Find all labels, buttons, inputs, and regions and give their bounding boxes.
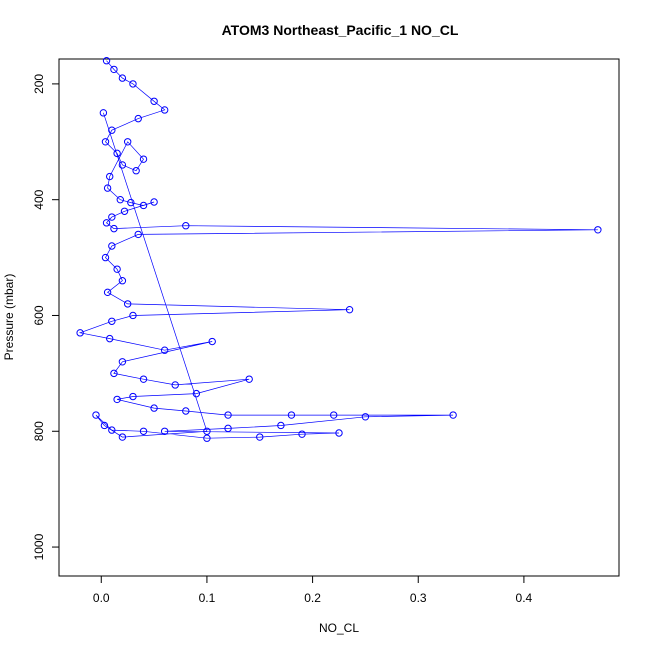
data-point xyxy=(118,358,127,366)
data-point xyxy=(208,337,216,346)
data-point xyxy=(150,198,158,206)
data-point xyxy=(113,395,121,404)
data-point xyxy=(277,421,285,430)
data-point xyxy=(245,375,253,383)
data-point xyxy=(256,433,264,441)
data-point xyxy=(129,80,137,88)
data-point xyxy=(139,155,148,163)
data-point xyxy=(101,253,110,262)
data-point xyxy=(108,242,116,250)
data-point xyxy=(113,149,121,158)
y-tick-label: 400 xyxy=(32,189,46,209)
series-layer xyxy=(76,57,602,442)
data-point xyxy=(224,424,232,433)
data-point xyxy=(106,172,114,181)
data-point xyxy=(160,346,169,354)
y-axis-label: Pressure (mbar) xyxy=(2,274,16,361)
data-point xyxy=(139,375,148,383)
data-point xyxy=(298,430,306,438)
data-point xyxy=(361,413,370,421)
x-tick-label: 0.4 xyxy=(516,591,533,605)
data-point xyxy=(160,427,169,435)
series-line xyxy=(78,60,598,439)
data-point xyxy=(129,311,137,320)
data-point xyxy=(101,138,110,146)
data-point xyxy=(150,404,158,412)
data-point xyxy=(118,433,127,441)
data-point xyxy=(106,334,114,343)
y-axis: 200 400 600 800 1000 xyxy=(32,74,60,560)
data-point xyxy=(108,213,116,221)
data-point xyxy=(76,329,84,337)
y-tick-label: 600 xyxy=(32,305,46,325)
data-point xyxy=(102,219,111,227)
data-point xyxy=(103,288,112,297)
data-point xyxy=(113,265,121,273)
data-point xyxy=(92,411,100,419)
data-point xyxy=(192,389,201,398)
data-point xyxy=(103,184,112,192)
data-point xyxy=(182,407,190,415)
data-point xyxy=(134,230,142,239)
data-point xyxy=(120,207,129,215)
x-axis-label: NO_CL xyxy=(319,621,359,635)
data-point xyxy=(129,392,137,401)
data-point xyxy=(335,429,343,437)
chart-title: ATOM3 Northeast_Pacific_1 NO_CL xyxy=(222,22,459,38)
data-point xyxy=(134,114,142,123)
data-point xyxy=(203,427,211,435)
data-point xyxy=(108,126,116,134)
plot-frame xyxy=(58,58,620,577)
data-point xyxy=(594,226,602,234)
data-point xyxy=(139,427,148,435)
data-point xyxy=(171,381,179,389)
data-point xyxy=(102,57,111,65)
data-point xyxy=(182,222,190,230)
data-point xyxy=(110,224,118,233)
data-point xyxy=(330,411,338,419)
data-point xyxy=(99,109,108,117)
data-point xyxy=(132,167,140,175)
data-point xyxy=(203,434,211,442)
data-point xyxy=(150,97,158,105)
data-point xyxy=(123,138,132,146)
data-point xyxy=(118,161,127,169)
x-axis: 0.0 0.1 0.2 0.3 0.4 xyxy=(93,575,533,605)
y-tick-label: 1000 xyxy=(32,533,46,560)
data-point xyxy=(108,317,116,325)
y-tick-label: 800 xyxy=(32,421,46,441)
data-point xyxy=(123,300,132,308)
data-point xyxy=(116,195,124,204)
data-point xyxy=(160,106,169,114)
x-tick-label: 0.0 xyxy=(93,591,110,605)
data-point xyxy=(345,305,354,314)
y-tick-label: 200 xyxy=(32,74,46,94)
data-point xyxy=(127,198,135,207)
data-point xyxy=(100,421,109,430)
x-tick-label: 0.3 xyxy=(410,591,427,605)
x-tick-label: 0.2 xyxy=(304,591,321,605)
data-point xyxy=(287,411,296,419)
data-point xyxy=(139,201,148,210)
data-point xyxy=(118,277,127,285)
data-point xyxy=(108,426,116,434)
x-tick-label: 0.1 xyxy=(199,591,216,605)
data-point xyxy=(118,74,127,82)
data-point xyxy=(449,411,457,419)
data-point xyxy=(224,411,232,419)
data-point xyxy=(110,65,118,74)
data-point xyxy=(110,369,118,378)
